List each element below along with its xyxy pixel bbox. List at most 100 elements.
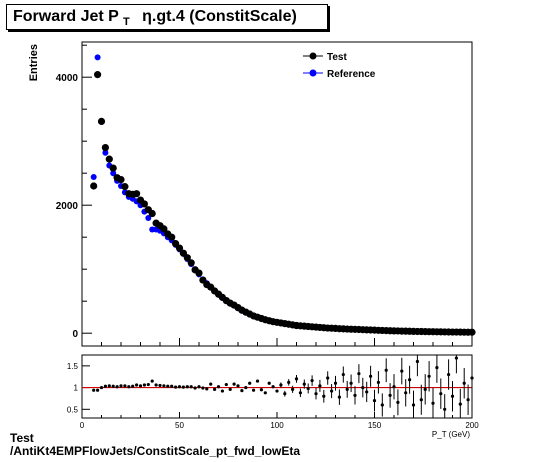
data-point: [133, 190, 141, 198]
title-main: Forward Jet P: [13, 8, 119, 25]
ratio-point: [388, 393, 392, 398]
ratio-point: [408, 378, 412, 382]
ratio-point: [392, 385, 396, 389]
data-point: [109, 164, 117, 172]
ratio-point: [146, 382, 150, 387]
ratio-point: [357, 372, 361, 376]
data-point: [175, 244, 184, 252]
ratio-point: [255, 379, 260, 383]
data-point: [94, 54, 101, 61]
ratio-point: [263, 391, 267, 395]
ratio-point: [150, 379, 154, 383]
ratio-point: [326, 376, 330, 380]
ratio-point: [228, 387, 232, 391]
legend-marker: [309, 69, 317, 77]
ratio-x-tick-label: 200: [465, 421, 479, 430]
ratio-point: [216, 385, 221, 389]
ratio-point: [185, 385, 189, 389]
data-point: [148, 209, 156, 218]
ratio-point: [181, 385, 185, 389]
ratio-point: [361, 385, 365, 390]
ratio-point: [244, 385, 248, 390]
ratio-point: [318, 384, 322, 388]
ratio-point: [154, 383, 158, 387]
ratio-point: [162, 384, 166, 388]
chart-title: Forward Jet P T η.gt.4 (ConstitScale): [13, 8, 297, 28]
ratio-point: [131, 384, 135, 388]
data-point: [160, 225, 168, 233]
chart-title-box: Forward Jet P T η.gt.4 (ConstitScale): [6, 4, 328, 30]
ratio-point: [127, 385, 131, 389]
footer-line-1: Test: [10, 431, 34, 445]
ratio-point: [322, 394, 326, 398]
ratio-point: [174, 385, 178, 389]
ratio-point: [400, 369, 404, 373]
ratio-x-tick-label: 100: [270, 421, 284, 430]
ratio-point: [279, 383, 283, 387]
ratio-point: [365, 390, 369, 394]
ratio-point: [205, 387, 209, 391]
legend-label: Reference: [327, 69, 376, 80]
data-point: [90, 174, 97, 181]
data-point: [145, 215, 152, 221]
ratio-point: [298, 391, 302, 395]
ratio-x-tick-label: 50: [175, 421, 184, 430]
main-plot-frame: [81, 41, 473, 347]
ratio-point: [380, 403, 384, 407]
ratio-point: [177, 385, 182, 389]
ratio-point: [158, 383, 162, 388]
x-axis-title: P_T (GeV): [432, 430, 470, 439]
ratio-point: [92, 388, 96, 392]
ratio-x-tick-label: 0: [80, 421, 85, 430]
data-point: [90, 182, 98, 190]
ratio-point: [142, 383, 146, 387]
ratio-point: [294, 377, 299, 381]
data-point: [101, 144, 109, 152]
series-test: [90, 71, 476, 336]
y-tick-label: 2000: [56, 201, 79, 212]
data-point: [168, 233, 176, 241]
ratio-point: [193, 386, 197, 390]
ratio-point: [291, 387, 295, 391]
ratio-point: [447, 372, 451, 377]
ratio-y-tick-label: 0.5: [67, 405, 79, 414]
ratio-point: [267, 381, 271, 385]
y-tick-label: 0: [72, 329, 78, 340]
ratio-point: [197, 385, 201, 389]
ratio-point: [189, 385, 193, 389]
ratio-point: [240, 389, 244, 393]
ratio-point: [435, 366, 439, 370]
ratio-point: [450, 394, 455, 398]
ratio-point: [376, 380, 380, 384]
ratio-point: [427, 374, 431, 378]
ratio-point: [115, 385, 119, 389]
ratio-point: [372, 399, 377, 403]
ratio-point: [283, 392, 287, 396]
ratio-point: [107, 384, 111, 388]
ratio-point: [96, 388, 100, 392]
ratio-x-tick-label: 150: [368, 421, 382, 430]
ratio-point: [111, 384, 115, 388]
ratio-point: [166, 384, 170, 388]
data-point: [117, 176, 125, 184]
ratio-point: [209, 382, 213, 386]
ratio-point: [123, 384, 127, 388]
ratio-point: [330, 389, 334, 393]
ratio-point: [135, 383, 139, 387]
ratio-point: [259, 388, 263, 392]
y-tick-label: 4000: [56, 73, 79, 84]
data-point: [195, 269, 203, 277]
ratio-point: [271, 385, 275, 389]
data-point: [105, 155, 113, 163]
ratio-point: [201, 386, 205, 390]
ratio-point: [470, 376, 474, 380]
ratio-point: [411, 403, 416, 407]
ratio-point: [138, 384, 143, 388]
legend-marker: [309, 52, 317, 60]
ratio-point: [443, 407, 447, 411]
ratio-point: [99, 385, 104, 390]
legend-label: Test: [327, 52, 347, 63]
ratio-point: [275, 389, 279, 393]
ratio-point: [349, 381, 353, 385]
ratio-point: [431, 401, 435, 405]
